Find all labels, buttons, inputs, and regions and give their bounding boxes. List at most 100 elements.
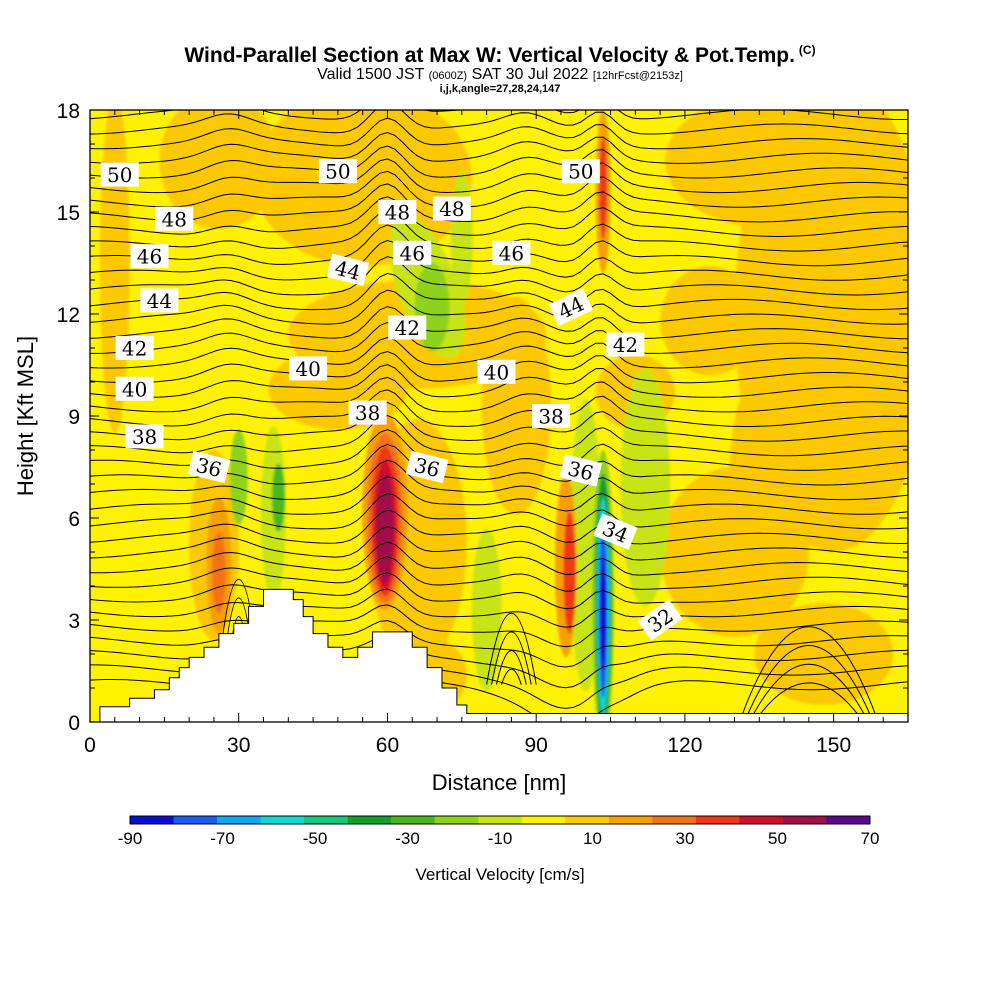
- w-contour-patch: [660, 266, 760, 376]
- theta-contour: [90, 306, 908, 340]
- theta-label-box: [388, 315, 427, 340]
- theta-contour: [90, 376, 908, 413]
- theta-contour: [90, 289, 908, 325]
- theta-contour: [90, 183, 908, 223]
- theta-contour: [90, 541, 908, 576]
- chart-ijk-line: i,j,k,angle=27,28,24,147: [439, 83, 561, 95]
- colorbar-swatch: [391, 816, 436, 824]
- theta-contour-label: 46: [492, 240, 531, 265]
- theta-contour: [748, 663, 869, 722]
- terrain-fill: [90, 589, 908, 722]
- x-tick-label: 30: [227, 734, 250, 757]
- w-contour-patch: [471, 528, 502, 692]
- theta-label-box: [548, 288, 594, 327]
- theta-contour: [90, 556, 908, 592]
- theta-contour-label: 48: [378, 200, 417, 225]
- theta-contour-label: 42: [606, 332, 645, 357]
- theta-contour: [90, 158, 908, 194]
- theta-label-text: 50: [325, 160, 350, 184]
- y-tick-label: 18: [57, 100, 80, 123]
- theta-contour: [90, 492, 908, 530]
- theta-label-box: [393, 240, 432, 265]
- theta-contour-label: 40: [477, 359, 516, 384]
- theta-contour: [90, 336, 908, 369]
- theta-contour: [90, 572, 908, 610]
- theta-contour: [90, 364, 908, 398]
- theta-label-text: 44: [147, 289, 172, 313]
- theta-label-box: [100, 162, 139, 187]
- colorbar-swatch: [826, 816, 871, 824]
- x-tick-label: 120: [667, 734, 702, 757]
- theta-contour: [90, 588, 908, 628]
- theta-label-text: 44: [332, 256, 363, 285]
- theta-contour: [496, 650, 527, 685]
- theta-contour-label: 50: [318, 159, 357, 184]
- colorbar-tick-label: -10: [488, 829, 513, 848]
- theta-label-box: [477, 359, 516, 384]
- w-contour-patch: [271, 463, 285, 532]
- theta-contour-label: 50: [100, 162, 139, 187]
- theta-contour-label: 46: [130, 244, 169, 269]
- theta-label-box: [561, 159, 600, 184]
- theta-contour-label: 44: [140, 288, 179, 313]
- theta-contour: [90, 117, 908, 150]
- y-tick-label: 12: [57, 304, 80, 327]
- theta-label-text: 48: [439, 197, 464, 221]
- colorbar-label: Vertical Velocity [cm/s]: [415, 865, 584, 884]
- colorbar-swatch: [217, 816, 262, 824]
- colorbar-swatch: [304, 816, 349, 824]
- colorbar-frame: [129, 815, 871, 825]
- colorbar-swatch: [347, 816, 392, 824]
- w-contour-patch: [620, 368, 671, 607]
- colorbar-swatch: [434, 816, 479, 824]
- theta-label-text: 42: [122, 337, 147, 361]
- terrain-outline: [90, 588, 908, 722]
- theta-contour: [90, 401, 908, 442]
- chart-title: Wind-Parallel Section at Max W: Vertical…: [184, 43, 816, 67]
- y-axis-label: Height [Kft MSL]: [13, 336, 38, 496]
- w-contour-patch: [563, 511, 576, 634]
- colorbar-tick-label: 30: [676, 829, 695, 848]
- theta-label-text: 50: [107, 163, 132, 187]
- theta-contour: [753, 682, 864, 722]
- theta-contour-label: 46: [393, 240, 432, 265]
- colorbar-swatch: [521, 816, 566, 824]
- theta-contour: [501, 668, 522, 685]
- theta-label-box: [432, 196, 471, 221]
- theta-label-text: 36: [412, 453, 443, 482]
- theta-contour-label: 48: [155, 206, 194, 231]
- theta-contour-label: 50: [561, 159, 600, 184]
- theta-contour-label: 36: [559, 454, 603, 487]
- theta-contour-lines: [90, 110, 908, 722]
- x-axis-label: Distance [nm]: [432, 770, 567, 795]
- theta-label-box: [606, 332, 645, 357]
- theta-label-box: [492, 240, 531, 265]
- theta-label-text: 40: [484, 360, 509, 384]
- theta-contour-label: 42: [388, 315, 427, 340]
- theta-contour: [90, 131, 908, 164]
- w-contour-patch: [253, 110, 472, 267]
- theta-contour: [90, 525, 908, 561]
- theta-label-box: [348, 400, 387, 425]
- theta-label-box: [405, 450, 449, 484]
- colorbar-tick-label: -30: [395, 829, 420, 848]
- theta-label-box: [289, 356, 328, 381]
- theta-label-text: 46: [400, 241, 425, 265]
- theta-label-text: 38: [355, 401, 380, 425]
- theta-label-box: [115, 336, 154, 360]
- x-tick-label: 60: [376, 734, 399, 757]
- colorbar-tick-label: 10: [583, 829, 602, 848]
- theta-label-box: [326, 253, 370, 287]
- colorbar-swatch: [608, 816, 653, 824]
- theta-label-box: [559, 454, 603, 487]
- colorbar-tick-label: -90: [118, 829, 143, 848]
- colorbar-swatch: [565, 816, 610, 824]
- colorbar-swatch: [130, 816, 175, 824]
- colorbar-tick-label: 70: [861, 829, 880, 848]
- theta-label-box: [593, 513, 638, 550]
- colorbar-swatch: [652, 816, 697, 824]
- theta-label-box: [378, 200, 417, 224]
- w-contour-patch: [754, 603, 894, 705]
- theta-contour: [90, 459, 908, 501]
